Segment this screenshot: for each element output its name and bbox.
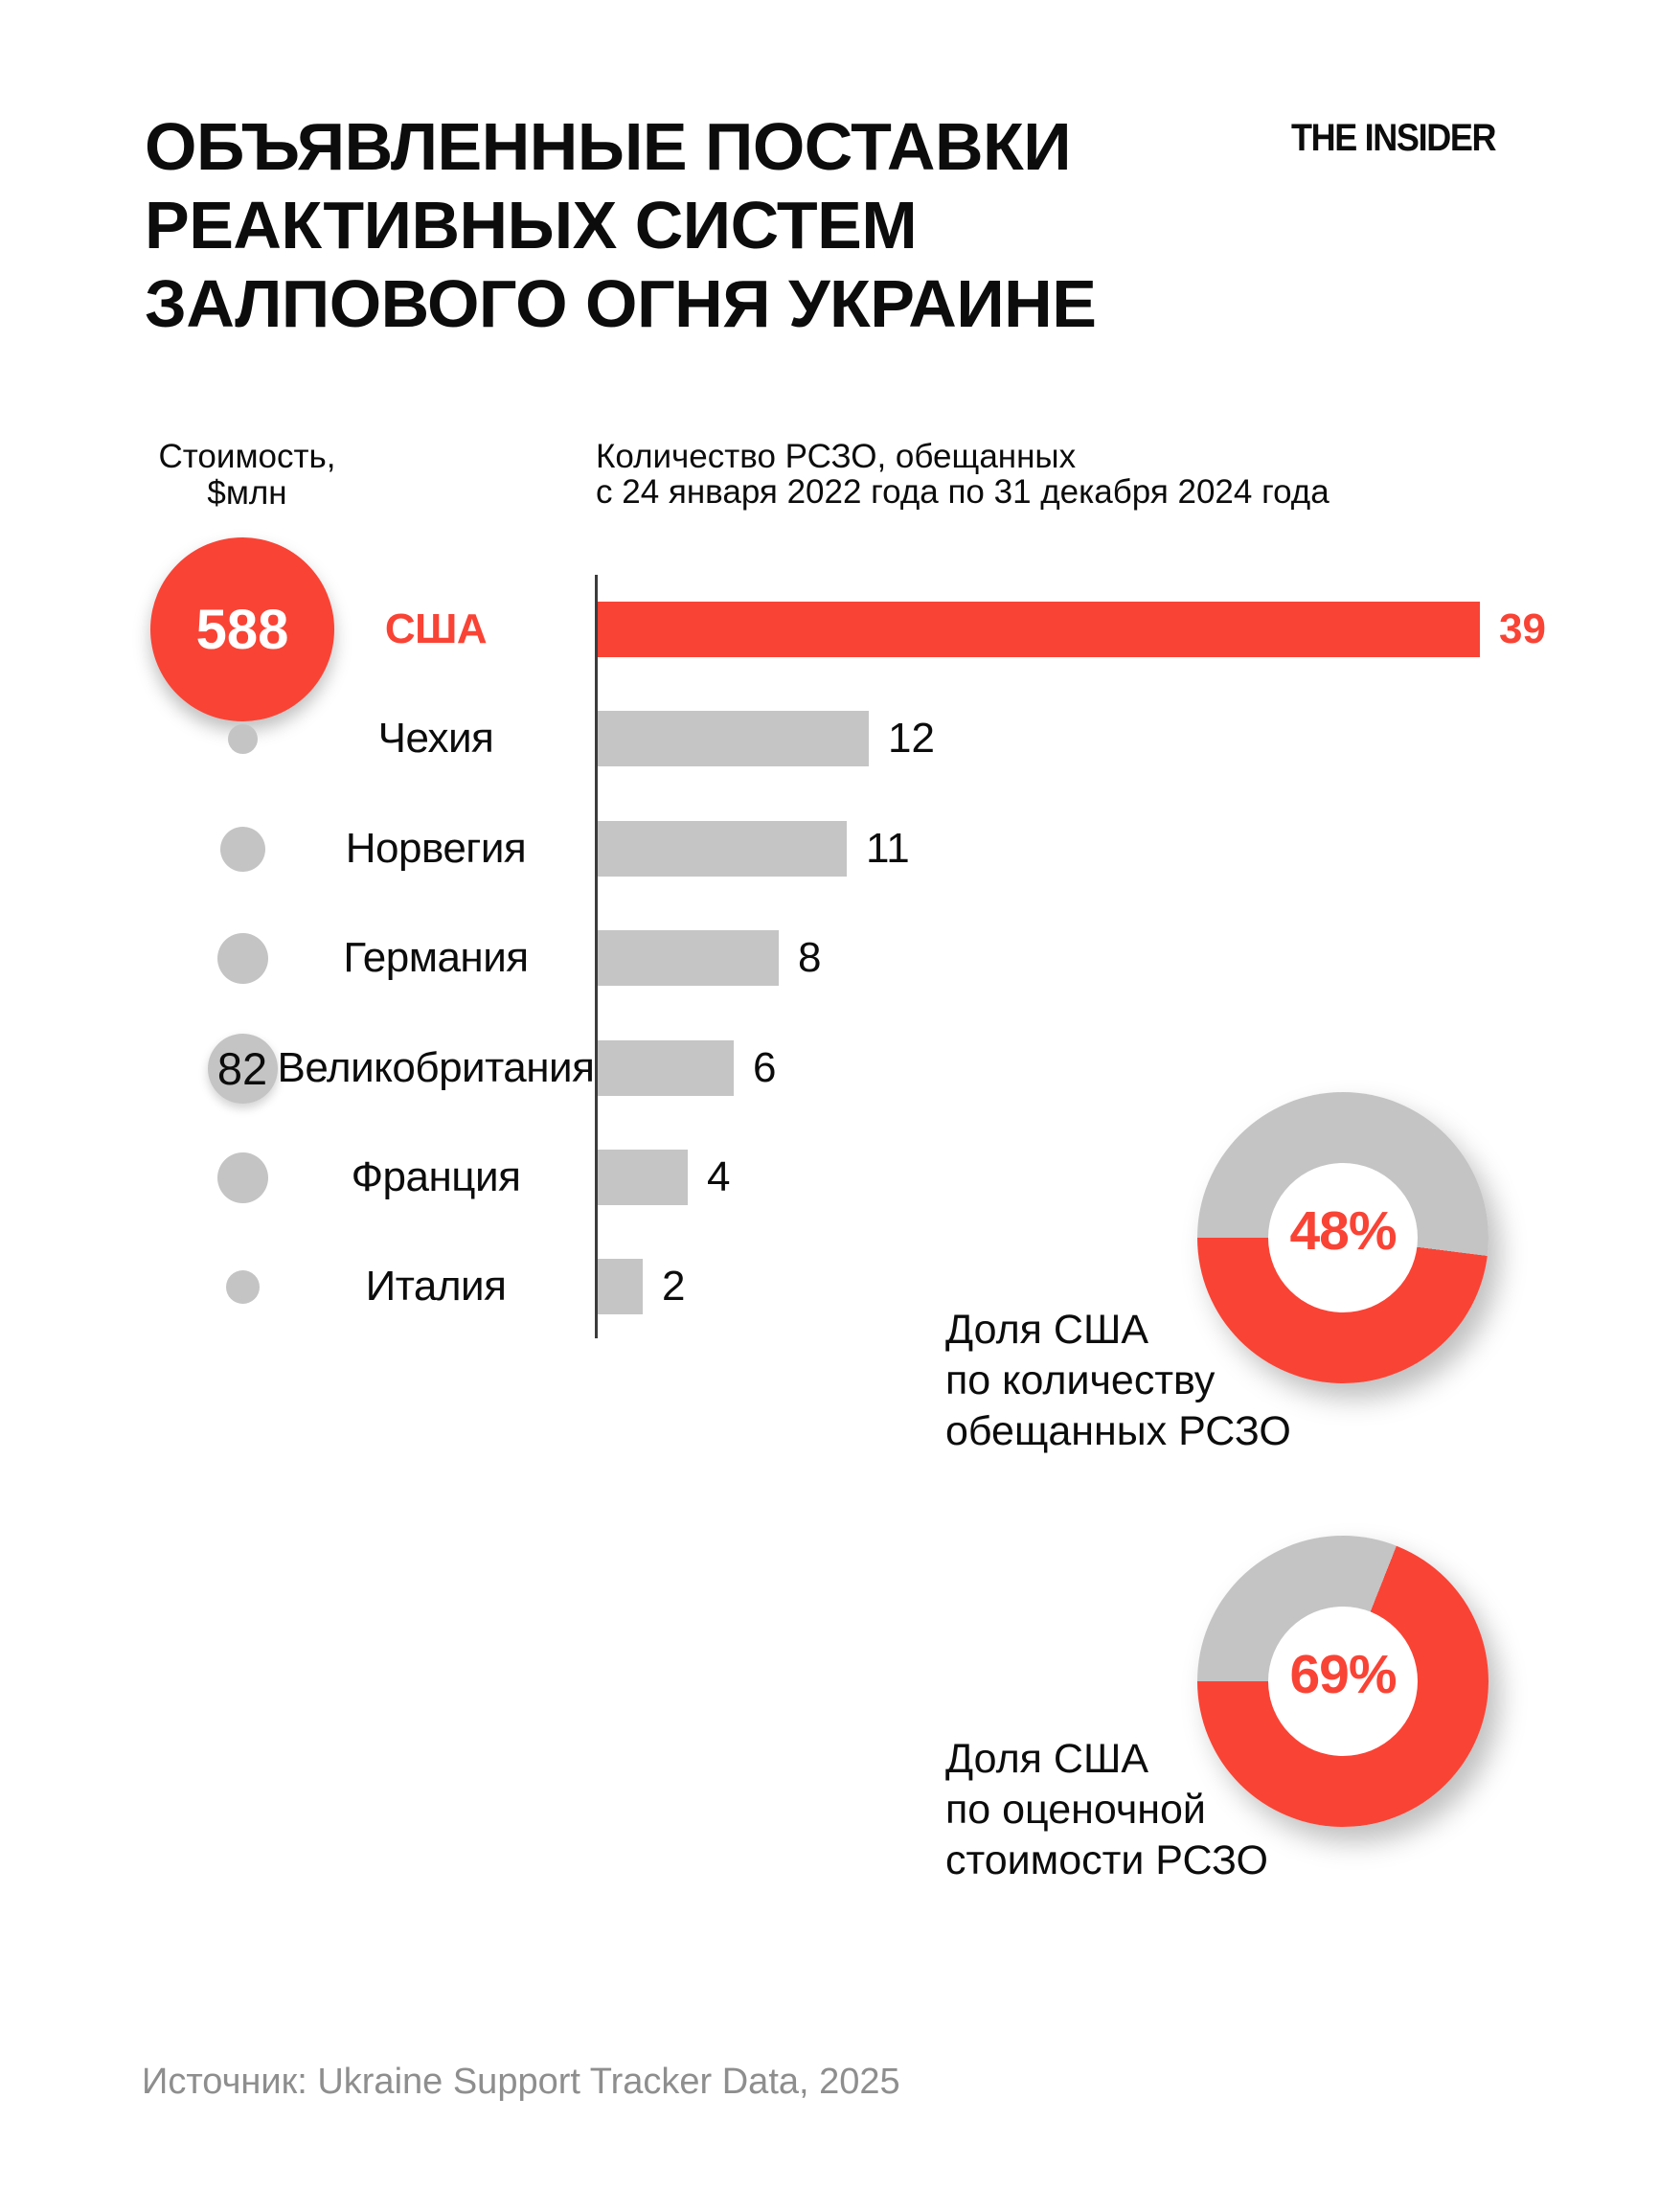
source-note: Источник: Ukraine Support Tracker Data, … xyxy=(142,2062,900,2102)
count-column-header-line-2: с 24 января 2022 года по 31 декабря 2024… xyxy=(596,473,1329,511)
cost-column-header-line-2: $млн xyxy=(207,474,287,512)
bar-value-5: 6 xyxy=(753,1044,777,1091)
bar-value-6: 4 xyxy=(707,1153,731,1200)
bar-value-3: 11 xyxy=(866,825,910,872)
donut-caption-line: обещанных РСЗО xyxy=(945,1408,1291,1454)
cost-bubble-7 xyxy=(225,1269,260,1304)
donut-caption-line: по оценочной xyxy=(945,1787,1206,1833)
country-label-5: Великобритания xyxy=(277,1044,595,1091)
donut-caption-line: Доля США xyxy=(945,1307,1149,1353)
donut-hole: 69% xyxy=(1268,1607,1418,1756)
page-title-line-3: ЗАЛПОВОГО ОГНЯ УКРАИНЕ xyxy=(145,266,1097,341)
donut-caption-line: Доля США xyxy=(945,1736,1149,1782)
country-label-6: Франция xyxy=(351,1153,521,1200)
cost-bubble-3 xyxy=(219,826,265,872)
country-label-2: Чехия xyxy=(377,715,494,762)
insider-logo: THE INSIDER xyxy=(1291,117,1497,159)
bar-3 xyxy=(598,821,847,877)
donut-chart-48: 48% xyxy=(1197,1092,1489,1383)
bar-value-2: 12 xyxy=(888,715,935,762)
donut-chart-69: 69% xyxy=(1197,1536,1489,1827)
cost-bubble-4 xyxy=(216,932,268,984)
donut-percent-value: 69% xyxy=(1289,1644,1397,1705)
cost-bubble-value: 588 xyxy=(195,598,289,661)
country-label-3: Норвегия xyxy=(345,825,527,872)
bar-4 xyxy=(598,930,779,986)
country-label-7: Италия xyxy=(365,1263,507,1310)
donut-caption-line: по количеству xyxy=(945,1357,1216,1403)
donut-caption-line: стоимости РСЗО xyxy=(945,1837,1268,1883)
donut-percent-value: 48% xyxy=(1289,1200,1397,1262)
bar-2 xyxy=(598,711,869,766)
cost-bubble-2 xyxy=(227,723,258,754)
bar-value-4: 8 xyxy=(798,934,822,981)
donut-hole: 48% xyxy=(1268,1163,1418,1312)
cost-column-header-line-1: Стоимость, xyxy=(158,438,336,475)
bar-axis xyxy=(595,575,598,1338)
donut-caption-48: Доля США по количеству обещанных РСЗО xyxy=(945,1305,1348,1457)
cost-bubble-6 xyxy=(216,1152,268,1203)
cost-bubble-1: 588 xyxy=(150,537,334,721)
page-title-line-2: РЕАКТИВНЫХ СИСТЕМ xyxy=(145,188,918,262)
bar-7 xyxy=(598,1259,643,1314)
bar-1 xyxy=(598,602,1480,657)
bar-value-7: 2 xyxy=(662,1263,686,1310)
bar-6 xyxy=(598,1150,688,1205)
count-column-header: Количество РСЗО, обещанных с 24 января 2… xyxy=(596,439,1329,510)
bar-value-1: 39 xyxy=(1499,605,1546,652)
country-label-1: США xyxy=(384,605,488,652)
count-column-header-line-1: Количество РСЗО, обещанных xyxy=(596,438,1077,475)
bar-5 xyxy=(598,1040,734,1096)
cost-bubble-5: 82 xyxy=(207,1033,278,1104)
donut-caption-69: Доля США по оценочной стоимости РСЗО xyxy=(945,1734,1348,1886)
country-label-4: Германия xyxy=(343,934,529,981)
page-title: ОБЪЯВЛЕННЫЕ ПОСТАВКИ РЕАКТИВНЫХ СИСТЕМ З… xyxy=(145,107,1097,343)
cost-column-header: Стоимость, $млн xyxy=(103,439,391,512)
cost-bubble-value: 82 xyxy=(216,1042,268,1094)
page-title-line-1: ОБЪЯВЛЕННЫЕ ПОСТАВКИ xyxy=(145,109,1072,184)
